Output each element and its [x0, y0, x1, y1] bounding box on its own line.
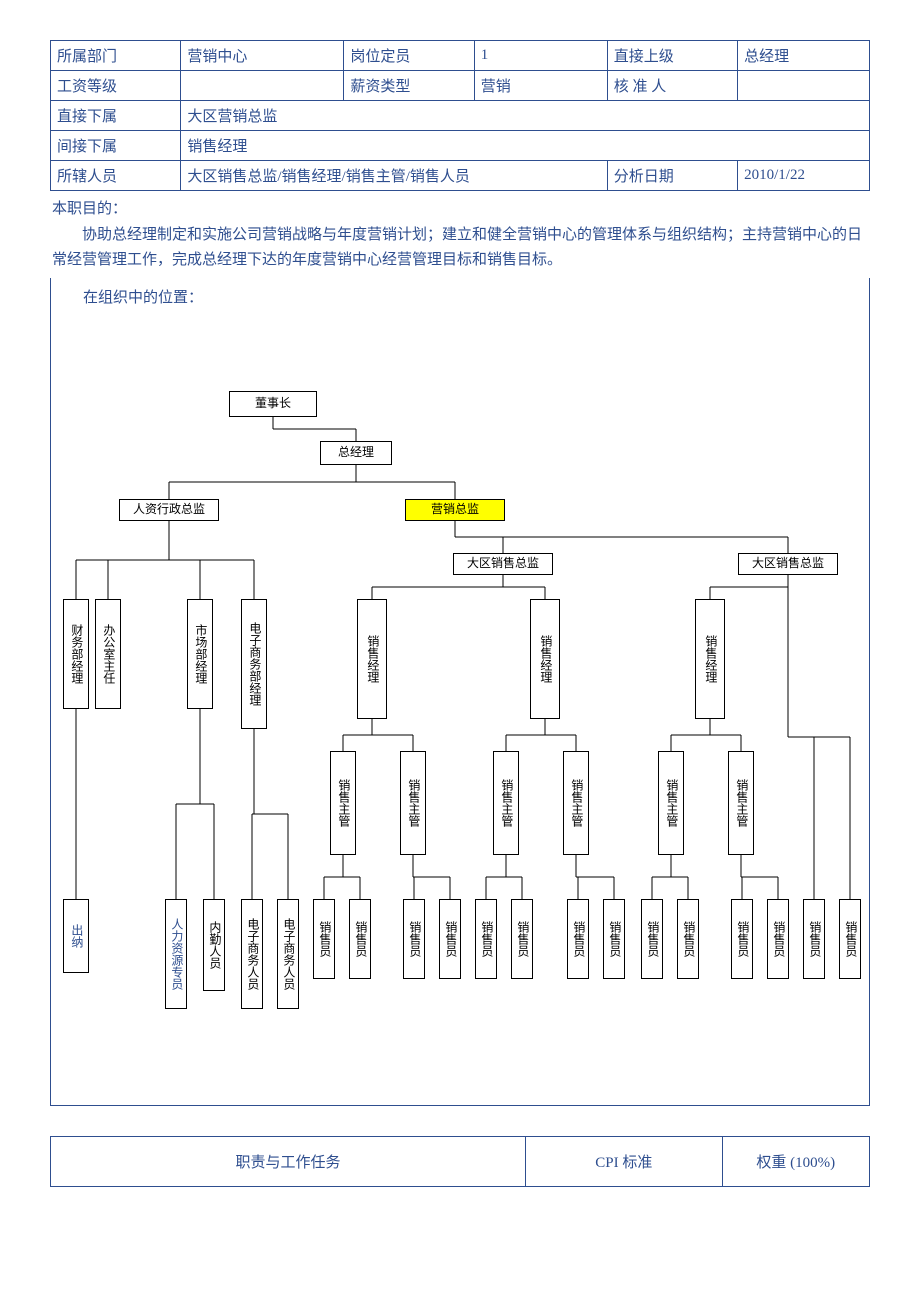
org-node-sm3: 销售经理: [695, 599, 725, 719]
org-node-sv2: 销售主管: [400, 751, 426, 855]
cell-paygrade-label: 工资等级: [51, 71, 181, 101]
org-node-sm1: 销售经理: [357, 599, 387, 719]
org-node-ecmgr: 电子商务部经理: [241, 599, 267, 729]
footer-table: 职责与工作任务 CPI 标准 权重 (100%): [50, 1136, 870, 1187]
cell-adate-val: 2010/1/22: [738, 161, 870, 191]
org-node-s12: 销售员: [767, 899, 789, 979]
cell-paygrade-val: [181, 71, 344, 101]
cell-staff-val: 大区销售总监/销售经理/销售主管/销售人员: [181, 161, 607, 191]
footer-col1: 职责与工作任务: [51, 1136, 526, 1186]
org-node-s9: 销售员: [641, 899, 663, 979]
org-section-label: 在组织中的位置：: [55, 286, 865, 311]
org-node-s1: 销售员: [313, 899, 335, 979]
org-chart: 董事长总经理人资行政总监 营销总监大区销售总监 大区销售总监财务部经理办公室主任 市场…: [55, 311, 865, 1101]
org-node-sv5: 销售主管: [658, 751, 684, 855]
org-node-s6: 销售员: [511, 899, 533, 979]
org-node-s5: 销售员: [475, 899, 497, 979]
purpose-block: 本职目的： 协助总经理制定和实施公司营销战略与年度营销计划；建立和健全营销中心的…: [50, 191, 870, 278]
org-node-rsd1: 大区销售总监: [453, 553, 553, 575]
org-node-rsd2: 大区销售总监: [738, 553, 838, 575]
org-node-hr: 人力资源专员: [165, 899, 187, 1009]
cell-dsub-label: 直接下属: [51, 101, 181, 131]
cell-adate-label: 分析日期: [607, 161, 737, 191]
org-node-s8: 销售员: [603, 899, 625, 979]
org-node-gm: 总经理: [320, 441, 392, 465]
cell-paytype-label: 薪资类型: [344, 71, 474, 101]
cell-quota-val: 1: [474, 41, 607, 71]
cell-paytype-val: 营销: [474, 71, 607, 101]
org-node-ec1: 电子商务人员: [241, 899, 263, 1009]
cell-approver-label: 核 准 人: [607, 71, 737, 101]
org-node-s2: 销售员: [349, 899, 371, 979]
purpose-body: 协助总经理制定和实施公司营销战略与年度营销计划；建立和健全营销中心的管理体系与组…: [52, 223, 868, 274]
footer-col2: CPI 标准: [526, 1136, 723, 1186]
cell-superior-label: 直接上级: [607, 41, 737, 71]
cell-dept-val: 营销中心: [181, 41, 344, 71]
purpose-title: 本职目的：: [52, 201, 127, 217]
cell-superior-val: 总经理: [738, 41, 870, 71]
cell-dept-label: 所属部门: [51, 41, 181, 71]
org-node-hradmin: 人资行政总监: [119, 499, 219, 521]
org-node-sv6: 销售主管: [728, 751, 754, 855]
org-node-sm2: 销售经理: [530, 599, 560, 719]
org-node-s14: 销售员: [839, 899, 861, 979]
org-node-office: 办公室主任: [95, 599, 121, 709]
org-node-ec2: 电子商务人员: [277, 899, 299, 1009]
cell-approver-val: [738, 71, 870, 101]
cell-staff-label: 所辖人员: [51, 161, 181, 191]
org-node-mktmgr: 市场部经理: [187, 599, 213, 709]
org-node-chairman: 董事长: [229, 391, 317, 417]
org-node-sv3: 销售主管: [493, 751, 519, 855]
org-node-finmgr: 财务部经理: [63, 599, 89, 709]
cell-dsub-val: 大区营销总监: [181, 101, 870, 131]
cell-quota-label: 岗位定员: [344, 41, 474, 71]
org-node-s13: 销售员: [803, 899, 825, 979]
org-node-s3: 销售员: [403, 899, 425, 979]
org-node-s4: 销售员: [439, 899, 461, 979]
org-node-sv4: 销售主管: [563, 751, 589, 855]
org-node-mktdir: 营销总监: [405, 499, 505, 521]
footer-col3: 权重 (100%): [722, 1136, 869, 1186]
info-table: 所属部门 营销中心 岗位定员 1 直接上级 总经理 工资等级 薪资类型 营销 核…: [50, 40, 870, 191]
org-node-s11: 销售员: [731, 899, 753, 979]
org-node-sv1: 销售主管: [330, 751, 356, 855]
org-node-s7: 销售员: [567, 899, 589, 979]
org-section: 在组织中的位置： 董事长总经理人资行政总监 营销总监大区销售总监 大区销售总监财务部…: [50, 278, 870, 1106]
cell-isub-label: 间接下属: [51, 131, 181, 161]
org-node-clerk: 内勤人员: [203, 899, 225, 991]
org-node-cashier: 出纳: [63, 899, 89, 973]
org-node-s10: 销售员: [677, 899, 699, 979]
cell-isub-val: 销售经理: [181, 131, 870, 161]
